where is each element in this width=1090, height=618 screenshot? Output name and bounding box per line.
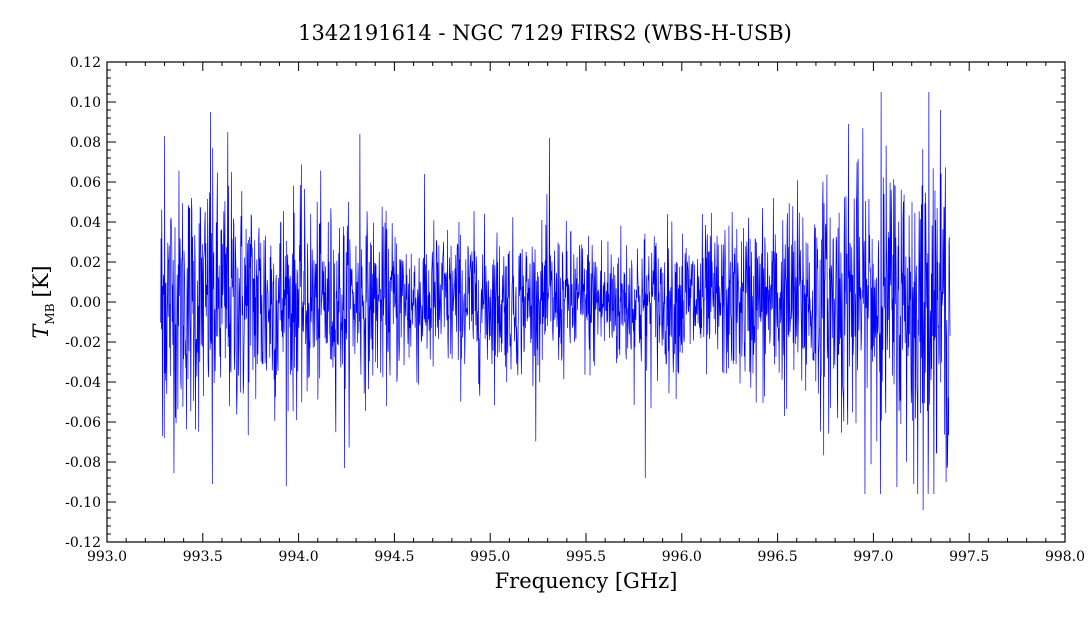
x-tick-label: 994.0 — [279, 549, 319, 565]
x-tick-label: 996.5 — [758, 549, 798, 565]
y-tick-label: -0.12 — [65, 535, 101, 551]
y-tick-label: -0.10 — [65, 495, 101, 511]
y-tick-label: -0.02 — [65, 335, 101, 351]
tick-marks — [106, 61, 1066, 543]
x-tick-label: 995.0 — [470, 549, 510, 565]
y-tick-labels: -0.12 -0.10 -0.08 -0.06 -0.04 -0.02 0.00 0.02 0.… — [65, 55, 101, 551]
y-axis-label-unit: [K] — [29, 265, 53, 297]
x-tick-label: 996.0 — [662, 549, 702, 565]
y-tick-label: 0.00 — [70, 295, 101, 311]
y-tick-label: -0.04 — [65, 375, 101, 391]
plot-area — [106, 61, 1066, 543]
y-tick-label: -0.08 — [65, 455, 101, 471]
y-axis-label-subscript: MB — [43, 303, 57, 324]
x-tick-label: 997.0 — [853, 549, 893, 565]
chart-title: 1342191614 - NGC 7129 FIRS2 (WBS-H-USB) — [298, 21, 792, 45]
x-tick-label: 993.5 — [183, 549, 223, 565]
spectrum-series — [160, 91, 951, 511]
y-tick-label: 0.06 — [70, 175, 101, 191]
y-tick-label: 0.08 — [70, 135, 101, 151]
x-tick-labels: 993.0 993.5 994.0 994.5 995.0 995.5 996.0 996.5… — [87, 549, 1085, 565]
spectrum-line — [160, 91, 951, 511]
x-tick-label: 994.5 — [374, 549, 414, 565]
y-tick-label: 0.10 — [70, 95, 101, 111]
x-tick-label: 995.5 — [566, 549, 606, 565]
svg-text:TMB[K]: TMB [K] — [29, 265, 57, 338]
x-tick-label: 998.0 — [1045, 549, 1085, 565]
y-tick-label: 0.02 — [70, 255, 101, 271]
y-axis-label-symbol: T — [29, 323, 53, 339]
x-tick-label: 993.0 — [87, 549, 127, 565]
x-tick-label: 997.5 — [949, 549, 989, 565]
y-tick-label: 0.04 — [70, 215, 101, 231]
y-tick-label: -0.06 — [65, 415, 101, 431]
y-axis-label: TMB [K] — [29, 265, 57, 338]
y-tick-label: 0.12 — [70, 55, 101, 71]
x-axis-label: Frequency [GHz] — [495, 569, 678, 593]
